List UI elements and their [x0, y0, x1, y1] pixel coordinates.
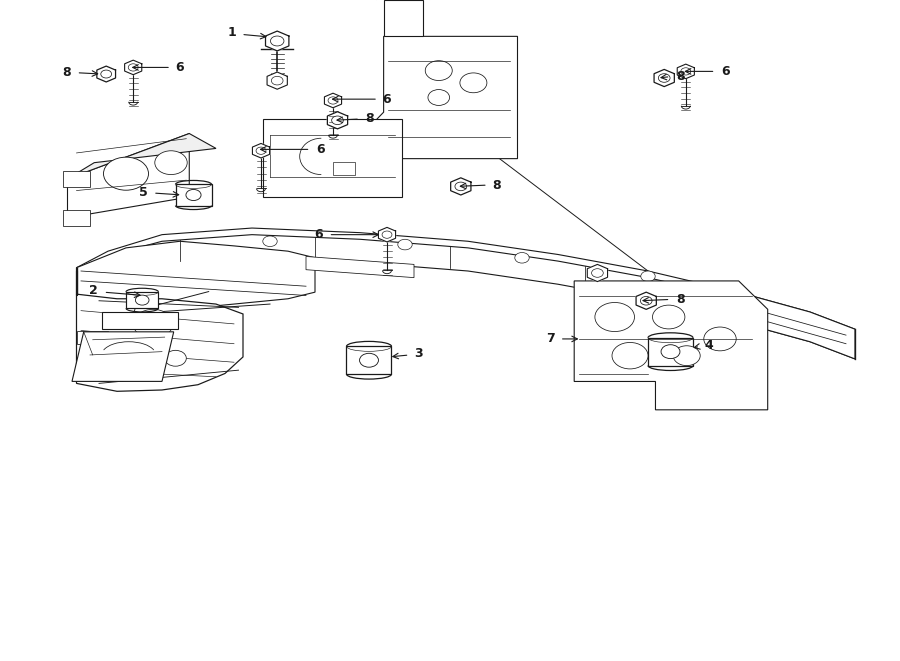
Polygon shape: [383, 0, 423, 36]
Text: 8: 8: [62, 66, 71, 79]
Polygon shape: [124, 60, 142, 75]
Circle shape: [591, 268, 603, 278]
Polygon shape: [324, 93, 342, 108]
Polygon shape: [102, 312, 178, 329]
Text: 7: 7: [546, 332, 555, 346]
Polygon shape: [451, 178, 471, 195]
Circle shape: [680, 68, 691, 75]
Circle shape: [515, 253, 529, 263]
Circle shape: [460, 73, 487, 93]
Circle shape: [704, 327, 736, 351]
Polygon shape: [588, 264, 608, 282]
Polygon shape: [68, 134, 189, 217]
Polygon shape: [68, 134, 216, 179]
Circle shape: [612, 342, 648, 369]
Circle shape: [104, 157, 148, 190]
Text: 1: 1: [228, 26, 237, 39]
Bar: [176, 184, 211, 206]
Circle shape: [263, 236, 277, 247]
Polygon shape: [378, 227, 396, 242]
Text: 6: 6: [176, 61, 184, 74]
Polygon shape: [306, 256, 414, 278]
Text: 8: 8: [492, 178, 501, 192]
Text: 3: 3: [414, 347, 423, 360]
Polygon shape: [76, 294, 243, 391]
Circle shape: [101, 70, 112, 78]
Polygon shape: [677, 64, 695, 79]
Circle shape: [661, 345, 680, 358]
Circle shape: [155, 151, 187, 175]
Polygon shape: [654, 69, 674, 87]
Circle shape: [425, 61, 453, 81]
Circle shape: [428, 89, 450, 105]
Bar: [126, 292, 158, 308]
Text: 6: 6: [721, 65, 730, 78]
Circle shape: [331, 116, 344, 125]
Bar: [63, 210, 90, 225]
Circle shape: [165, 350, 186, 366]
Polygon shape: [97, 66, 115, 82]
Polygon shape: [360, 36, 518, 159]
Polygon shape: [636, 292, 656, 309]
Text: 2: 2: [89, 284, 98, 297]
Polygon shape: [263, 119, 402, 197]
Bar: [63, 171, 90, 187]
Text: 6: 6: [316, 143, 325, 156]
Circle shape: [271, 77, 283, 85]
Circle shape: [126, 344, 153, 364]
Text: 4: 4: [705, 338, 714, 352]
Text: 8: 8: [676, 293, 685, 306]
Polygon shape: [76, 241, 315, 309]
Circle shape: [270, 36, 284, 46]
Circle shape: [360, 353, 378, 368]
Text: 6: 6: [382, 93, 392, 106]
Bar: [346, 346, 392, 374]
Polygon shape: [72, 332, 174, 381]
Circle shape: [640, 296, 652, 305]
Circle shape: [398, 239, 412, 250]
Polygon shape: [76, 228, 855, 357]
Circle shape: [454, 182, 467, 190]
Circle shape: [382, 231, 392, 239]
Circle shape: [186, 190, 201, 200]
Circle shape: [328, 97, 338, 104]
Polygon shape: [252, 143, 270, 158]
Circle shape: [595, 303, 634, 332]
Polygon shape: [267, 72, 287, 89]
Circle shape: [133, 309, 173, 338]
Circle shape: [128, 64, 138, 71]
Bar: [76, 330, 108, 344]
Polygon shape: [266, 31, 289, 51]
Bar: [648, 338, 693, 366]
Polygon shape: [574, 281, 768, 410]
Circle shape: [641, 271, 655, 282]
Circle shape: [652, 305, 685, 329]
Polygon shape: [76, 235, 855, 359]
Circle shape: [673, 346, 700, 366]
Polygon shape: [328, 112, 347, 129]
Circle shape: [135, 295, 149, 305]
Text: 6: 6: [314, 228, 323, 241]
Circle shape: [256, 147, 266, 154]
Bar: [333, 162, 355, 175]
Text: 5: 5: [139, 186, 148, 199]
Text: 8: 8: [676, 70, 685, 83]
Text: 8: 8: [365, 112, 374, 126]
Polygon shape: [738, 292, 855, 359]
Circle shape: [659, 74, 670, 83]
